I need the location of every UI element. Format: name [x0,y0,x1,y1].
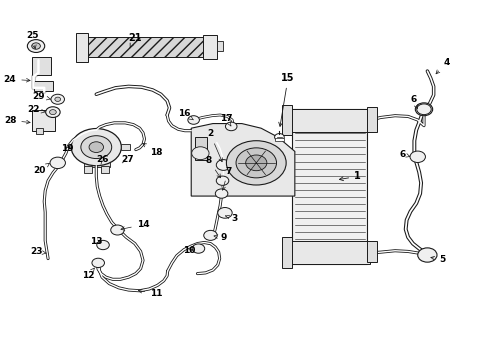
Circle shape [417,248,436,262]
Text: 17: 17 [220,114,232,126]
Circle shape [416,104,430,114]
Text: 14: 14 [121,220,149,230]
Circle shape [409,151,425,162]
Text: 9: 9 [214,233,226,242]
Circle shape [110,225,124,235]
Circle shape [226,141,285,185]
Text: 5: 5 [430,255,445,264]
Circle shape [71,129,121,166]
Text: 6: 6 [409,95,417,109]
Bar [292,109,366,264]
Circle shape [27,40,44,53]
Text: 8: 8 [205,156,220,178]
Bar [216,41,222,51]
Bar [366,107,376,132]
Bar [32,110,55,131]
Text: 23: 23 [31,247,46,256]
Circle shape [50,157,65,168]
Text: 16: 16 [178,109,193,120]
Text: 27: 27 [121,155,133,164]
Text: 26: 26 [96,155,108,164]
Text: 18: 18 [142,143,163,157]
Text: 11: 11 [138,289,163,298]
Circle shape [45,107,60,117]
Circle shape [81,136,111,158]
Circle shape [55,97,61,102]
Circle shape [187,116,199,124]
Circle shape [245,155,266,171]
Circle shape [236,148,276,178]
Text: 7: 7 [222,167,231,190]
Bar [76,33,87,62]
Text: 15: 15 [278,73,294,126]
Text: 20: 20 [34,163,49,175]
Circle shape [203,230,217,240]
Text: 10: 10 [183,246,195,255]
Text: 28: 28 [4,116,30,125]
Bar [281,105,292,135]
Circle shape [192,244,204,253]
Bar [203,35,216,59]
Circle shape [97,240,109,249]
Bar [83,162,110,167]
Circle shape [274,134,284,141]
Text: 12: 12 [81,268,94,280]
Bar [34,81,53,91]
Bar [121,144,130,150]
Circle shape [51,94,64,104]
Circle shape [191,147,209,159]
Bar [289,109,369,132]
Bar [36,128,43,134]
Bar [366,241,376,262]
Circle shape [32,43,41,49]
Circle shape [225,122,237,131]
Bar [85,37,203,57]
Text: 6: 6 [399,150,409,159]
Circle shape [215,189,227,198]
Text: 4: 4 [435,58,449,74]
Text: 1: 1 [339,171,360,181]
Text: 24: 24 [3,75,30,84]
Circle shape [49,110,56,114]
Circle shape [414,103,432,116]
Circle shape [217,207,232,218]
Text: 22: 22 [27,105,45,114]
Bar [274,138,284,141]
Bar [101,166,109,173]
Bar [83,166,92,173]
Text: 2: 2 [207,129,222,162]
Text: 3: 3 [225,214,237,223]
Bar [289,241,369,264]
Circle shape [92,258,104,267]
Circle shape [216,159,230,170]
Circle shape [89,142,103,153]
Bar [194,137,206,160]
Polygon shape [191,123,294,196]
Bar [281,237,292,267]
Text: 29: 29 [32,91,50,100]
Text: 21: 21 [128,33,142,48]
Bar [32,57,51,75]
Text: 25: 25 [26,31,39,49]
Text: 19: 19 [61,144,74,153]
Text: 13: 13 [90,237,102,246]
Circle shape [216,176,228,185]
